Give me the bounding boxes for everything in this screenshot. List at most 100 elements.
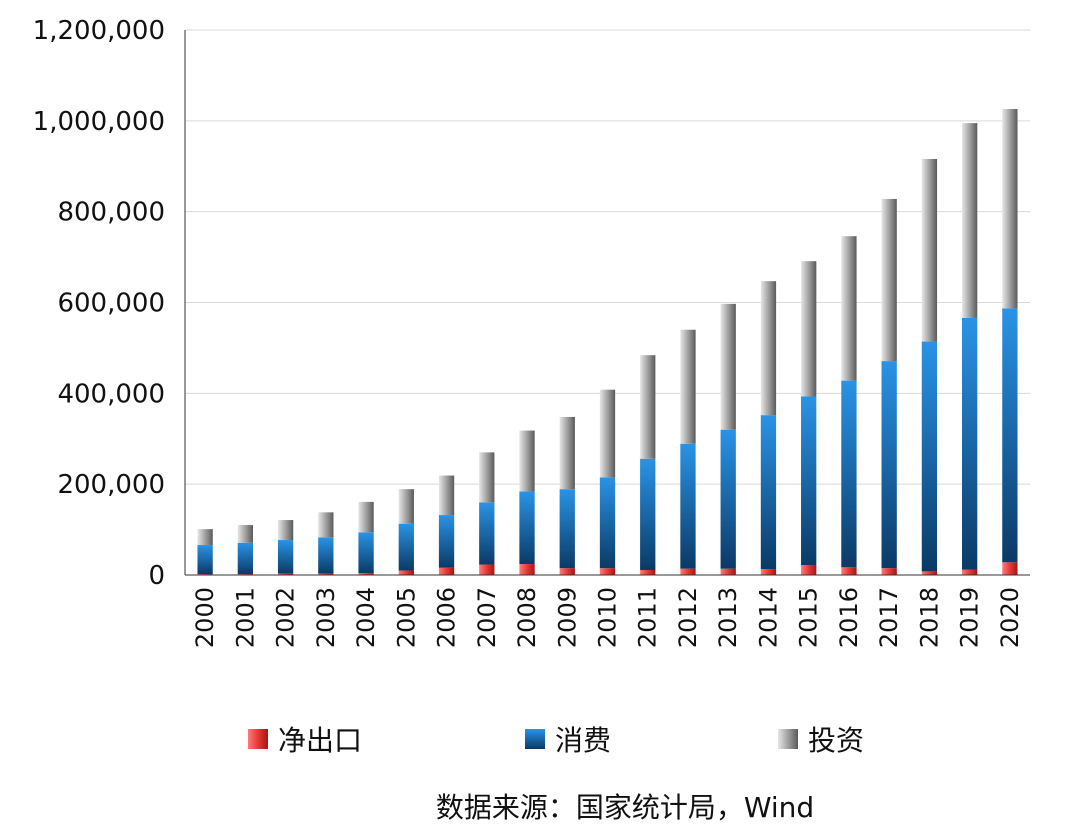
x-tick-label: 2003 bbox=[312, 587, 340, 648]
y-tick-label: 200,000 bbox=[57, 470, 165, 500]
bar-net-export bbox=[1002, 562, 1018, 575]
x-tick-label: 2000 bbox=[191, 587, 219, 648]
x-tick-label: 2002 bbox=[272, 587, 300, 648]
bar-investment bbox=[318, 512, 334, 538]
source-text: 数据来源：国家统计局，Wind bbox=[435, 791, 815, 824]
bar-consumption bbox=[358, 532, 374, 574]
bar-investment bbox=[1002, 109, 1018, 309]
bar-net-export bbox=[318, 573, 334, 575]
legend-label: 消费 bbox=[555, 724, 611, 757]
bar-investment bbox=[640, 355, 656, 459]
bar-net-export bbox=[881, 568, 897, 575]
bar-investment bbox=[680, 329, 696, 444]
bar-net-export bbox=[438, 567, 455, 575]
y-tick-label: 1,200,000 bbox=[33, 16, 165, 46]
x-tick-label: 2012 bbox=[674, 587, 702, 648]
bar-investment bbox=[801, 261, 817, 397]
x-tick-label: 2006 bbox=[433, 587, 461, 648]
x-tick-label: 2020 bbox=[996, 587, 1024, 648]
bar-consumption bbox=[640, 458, 656, 571]
bar-net-export bbox=[559, 568, 575, 575]
bar-consumption bbox=[479, 502, 495, 565]
bar-consumption bbox=[841, 380, 857, 568]
legend-swatch bbox=[248, 729, 268, 749]
y-tick-label: 400,000 bbox=[57, 379, 165, 409]
legend: 净出口 消费 投资 bbox=[248, 724, 864, 757]
x-tick-label: 2017 bbox=[875, 587, 903, 648]
bar-net-export bbox=[841, 567, 857, 575]
y-axis-ticks: 0 200,000 400,000 600,000 800,000 1,000,000 1,… bbox=[33, 16, 165, 591]
bar-consumption bbox=[398, 523, 414, 571]
bar-net-export bbox=[961, 569, 978, 575]
bar-net-export bbox=[801, 565, 817, 575]
bar-investment bbox=[881, 198, 897, 362]
bar-consumption bbox=[559, 489, 575, 569]
x-tick-label: 2015 bbox=[795, 587, 823, 648]
bar-consumption bbox=[197, 545, 213, 575]
bar-net-export bbox=[358, 573, 374, 575]
x-tick-label: 2004 bbox=[352, 587, 380, 648]
x-tick-label: 2018 bbox=[915, 587, 943, 648]
stacked-bar-chart: 0 200,000 400,000 600,000 800,000 1,000,000 1,… bbox=[33, 16, 1030, 757]
source-note: 数据来源：国家统计局，Wind bbox=[0, 786, 1080, 826]
x-axis-ticks: 2000 2001 2002 2003 2004 2005 2006 2007 2008 2009… bbox=[191, 587, 1024, 648]
legend-swatch bbox=[525, 729, 545, 749]
bar-investment bbox=[720, 303, 736, 430]
bar-consumption bbox=[881, 361, 897, 569]
bar-consumption bbox=[760, 415, 777, 570]
bar-investment bbox=[559, 416, 575, 490]
legend-investment: 投资 bbox=[778, 724, 864, 757]
y-tick-label: 600,000 bbox=[57, 289, 165, 319]
bar-net-export bbox=[760, 569, 777, 575]
bar-net-export bbox=[640, 570, 656, 575]
bar-consumption bbox=[237, 542, 254, 575]
bar-consumption bbox=[318, 537, 334, 574]
bar-net-export bbox=[519, 564, 535, 575]
bar-consumption bbox=[277, 540, 294, 574]
x-tick-label: 2014 bbox=[754, 587, 782, 648]
x-tick-label: 2011 bbox=[634, 587, 662, 648]
bar-investment bbox=[197, 529, 213, 546]
bar-net-export bbox=[680, 568, 696, 575]
legend-label: 投资 bbox=[808, 724, 864, 757]
bar-investment bbox=[760, 281, 777, 416]
x-tick-label: 2007 bbox=[473, 587, 501, 648]
bar-consumption bbox=[921, 341, 938, 572]
legend-consumption: 消费 bbox=[525, 724, 611, 757]
bar-net-export bbox=[479, 564, 495, 575]
bar-investment bbox=[961, 123, 978, 318]
bar-net-export bbox=[599, 568, 616, 575]
bar-net-export bbox=[398, 570, 414, 575]
bar-investment bbox=[921, 158, 938, 342]
y-tick-label: 1,000,000 bbox=[33, 107, 165, 137]
legend-swatch bbox=[778, 729, 798, 749]
bar-investment bbox=[438, 475, 455, 516]
x-tick-label: 2008 bbox=[513, 587, 541, 648]
x-tick-label: 2016 bbox=[835, 587, 863, 648]
x-tick-label: 2005 bbox=[392, 587, 420, 648]
bar-investment bbox=[599, 389, 616, 478]
bar-consumption bbox=[1002, 308, 1018, 563]
bar-consumption bbox=[720, 429, 736, 569]
bar-investment bbox=[479, 452, 495, 503]
y-tick-label: 800,000 bbox=[57, 198, 165, 228]
bar-investment bbox=[358, 501, 374, 533]
bar-net-export bbox=[921, 571, 938, 575]
bar-investment bbox=[277, 520, 294, 541]
bar-consumption bbox=[438, 515, 455, 568]
bar-consumption bbox=[801, 396, 817, 566]
bar-investment bbox=[841, 236, 857, 381]
x-tick-label: 2001 bbox=[231, 587, 259, 648]
bar-consumption bbox=[599, 477, 616, 569]
bar-net-export bbox=[720, 568, 736, 575]
bar-consumption bbox=[519, 491, 535, 565]
y-tick-label: 0 bbox=[148, 561, 165, 591]
legend-label: 净出口 bbox=[278, 724, 362, 757]
bar-consumption bbox=[680, 443, 696, 569]
x-tick-label: 2009 bbox=[553, 587, 581, 648]
x-tick-label: 2019 bbox=[956, 587, 984, 648]
bar-net-export bbox=[277, 573, 294, 575]
bars bbox=[197, 109, 1018, 575]
bar-consumption bbox=[961, 317, 978, 570]
bar-investment bbox=[398, 489, 414, 524]
